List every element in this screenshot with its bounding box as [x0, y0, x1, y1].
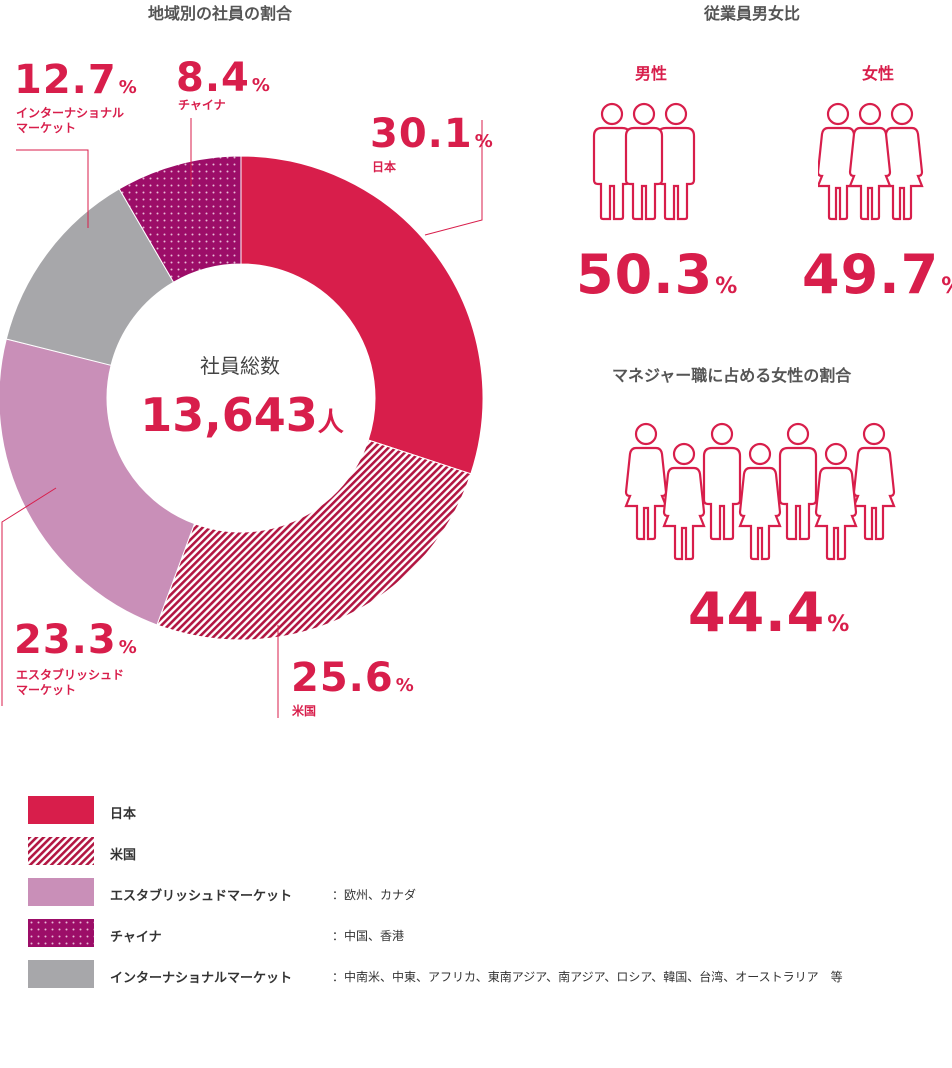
slice-us	[156, 439, 472, 641]
pct-china: 8.4%	[176, 55, 270, 101]
legend-name-international: インターナショナルマーケット	[110, 971, 293, 986]
label-japan: 日本	[372, 160, 397, 174]
legend-swatch-us	[28, 837, 94, 865]
leader-japan	[424, 120, 483, 236]
male-group-icon	[592, 102, 696, 221]
manager-group-icon	[624, 422, 896, 561]
legend-name-us: 米国	[110, 848, 137, 863]
gender-title: 従業員男女比	[704, 4, 801, 23]
donut-chart	[0, 118, 484, 718]
manager-pct: 44.4%	[688, 581, 850, 644]
legend-swatch-china	[28, 919, 94, 947]
legend-desc-established: ：欧州、カナダ	[332, 888, 417, 902]
slice-japan	[240, 155, 484, 475]
total-value: 13,643	[140, 388, 318, 442]
female-pct: 49.7%	[802, 243, 952, 306]
leader-international	[16, 149, 89, 228]
legend-name-japan: 日本	[110, 807, 137, 822]
legend-desc-china: ：中国、香港	[332, 929, 405, 943]
center-label: 社員総数	[200, 354, 280, 378]
label-established: エスタブリッシュド マーケット	[16, 668, 125, 697]
label-international: インターナショナル マーケット	[16, 106, 125, 135]
label-china: チャイナ	[178, 98, 226, 112]
legend-swatch-international	[28, 960, 94, 988]
total-employees: 13,643人	[92, 388, 392, 442]
legend-swatch-japan	[28, 796, 94, 824]
total-unit: 人	[317, 408, 344, 438]
slice-china	[118, 155, 242, 283]
chart-title: 地域別の社員の割合	[148, 4, 293, 23]
pct-japan: 30.1%	[370, 111, 493, 157]
pct-international: 12.7%	[14, 57, 137, 103]
pct-us: 25.6%	[291, 655, 414, 701]
legend-name-china: チャイナ	[110, 930, 162, 945]
manager-title: マネジャー職に占める女性の割合	[612, 366, 852, 385]
pct-established: 23.3%	[14, 617, 137, 663]
female-group-icon	[818, 102, 924, 221]
leader-established	[1, 487, 57, 706]
legend-desc-international: ：中南米、中東、アフリカ、東南アジア、南アジア、ロシア、韓国、台湾、オーストラリ…	[332, 970, 843, 984]
female-label: 女性	[861, 64, 894, 83]
male-pct: 50.3%	[576, 243, 738, 306]
legend-swatch-established	[28, 878, 94, 906]
slice-established	[0, 338, 196, 626]
male-label: 男性	[634, 64, 667, 83]
label-us: 米国	[292, 704, 317, 718]
donut-center: 社員総数	[120, 350, 360, 379]
legend-name-established: エスタブリッシュドマーケット	[110, 889, 293, 904]
